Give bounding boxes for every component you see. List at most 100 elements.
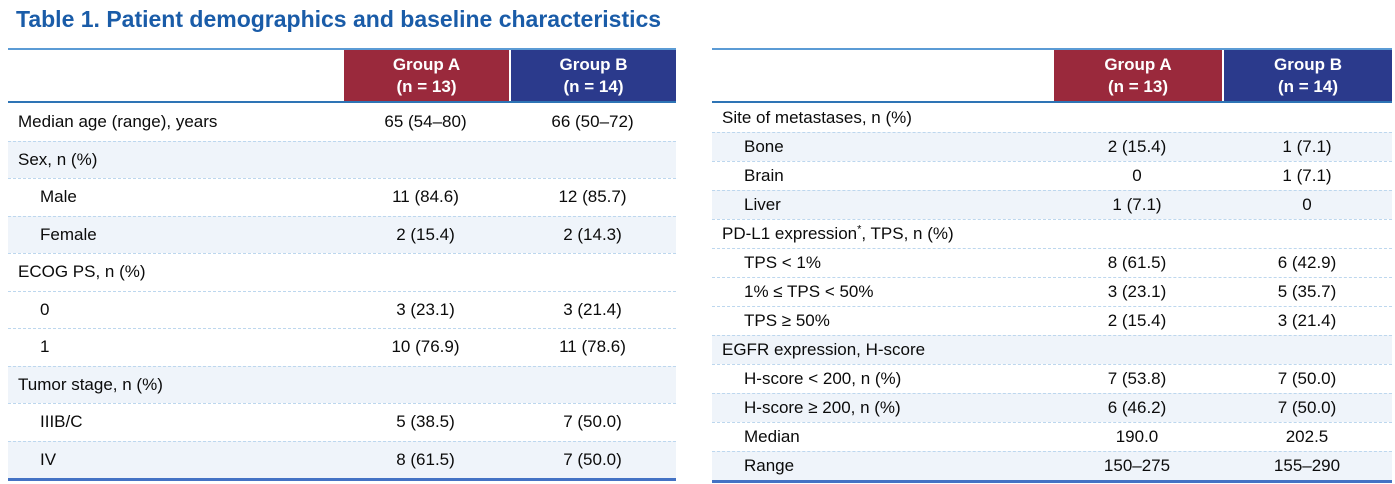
row-label: Female [40,224,97,244]
table-row: PD-L1 expression*, TPS, n (%) [712,219,1392,248]
cell-value: 7 (53.8) [1107,369,1167,388]
cell-value: 11 (78.6) [559,337,626,357]
row-label: Male [40,187,77,207]
cell-value: 7 (50.0) [1277,369,1337,388]
right-group-a-header: Group A (n = 13) [1052,50,1222,101]
right-header-spacer [712,50,1052,101]
cell-value: 150–275 [1103,456,1171,475]
table-row: Median 190.0 202.5 [712,422,1392,451]
cell-value: 2 (15.4) [1107,137,1167,156]
table-row: Brain 0 1 (7.1) [712,161,1392,190]
left-header-rule [8,101,676,103]
cell-value: 0 [1302,195,1312,214]
cell-value: 65 (54–80) [384,111,467,131]
row-label-text: PD-L1 expression [722,224,858,243]
cell-value: 1 (7.1) [1282,137,1332,156]
table-row: Liver 1 (7.1) 0 [712,190,1392,219]
row-label: Median [744,427,800,446]
cell-value: 8 (61.5) [396,449,455,469]
left-table-body: Median age (range), years 65 (54–80) 66 … [8,103,676,478]
row-label: 1% ≤ TPS < 50% [744,282,874,301]
cell-value: 10 (76.9) [391,337,460,357]
footnote-asterisk: * [857,223,862,236]
left-group-a-header: Group A (n = 13) [342,50,509,101]
cell-value: 202.5 [1285,427,1329,446]
row-label: Tumor stage, n (%) [18,374,163,394]
group-a-label: Group A [392,55,461,75]
left-table-header-row: Group A (n = 13) Group B (n = 14) [8,50,676,101]
table-row: 1% ≤ TPS < 50% 3 (23.1) 5 (35.7) [712,277,1392,306]
cell-value: 1 (7.1) [1282,166,1332,185]
table-row: Site of metastases, n (%) [712,103,1392,132]
table-row: IIIB/C 5 (38.5) 7 (50.0) [8,403,676,441]
table-row: ECOG PS, n (%) [8,253,676,291]
demographics-table-left: Group A (n = 13) Group B (n = 14) Median… [8,48,676,481]
row-label: Bone [744,137,784,156]
row-label: 1 [40,337,50,357]
row-label: ECOG PS, n (%) [18,262,146,282]
cell-value: 3 (21.4) [1277,311,1337,330]
cell-value: 6 (46.2) [1107,398,1167,417]
cell-value: 5 (35.7) [1277,282,1337,301]
cell-value: 66 (50–72) [551,111,634,131]
row-label: Brain [744,166,784,185]
table-row: Bone 2 (15.4) 1 (7.1) [712,132,1392,161]
table-row: TPS ≥ 50% 2 (15.4) 3 (21.4) [712,306,1392,335]
row-label: TPS ≥ 50% [744,311,830,330]
table-row: Range 150–275 155–290 [712,451,1392,480]
table-row: 1 10 (76.9) 11 (78.6) [8,328,676,366]
row-label: 0 [40,299,50,319]
left-header-spacer [8,50,342,101]
cell-value: 6 (42.9) [1277,253,1337,272]
right-table-body: Site of metastases, n (%) Bone 2 (15.4) … [712,103,1392,480]
cell-value: 2 (14.3) [563,224,622,244]
group-b-label: Group B [1274,55,1342,75]
row-label-text: , TPS, n (%) [861,224,954,243]
table-row: 0 3 (23.1) 3 (21.4) [8,290,676,329]
row-label: IIIB/C [40,412,83,432]
left-group-b-header: Group B (n = 14) [509,50,676,101]
cell-value: 7 (50.0) [563,449,622,469]
row-label: Liver [744,195,781,214]
group-a-n: (n = 13) [1108,76,1168,96]
table-row: Sex, n (%) [8,140,676,178]
row-label: Median age (range), years [18,111,218,131]
group-b-n: (n = 14) [1278,76,1338,96]
cell-value: 8 (61.5) [1107,253,1167,272]
right-bottom-rule [712,480,1392,483]
cell-value: 3 (23.1) [1107,282,1167,301]
row-label: IV [40,449,57,469]
table-row: Tumor stage, n (%) [8,365,676,403]
cell-value: 190.0 [1115,427,1159,446]
row-label: EGFR expression, H-score [722,340,926,359]
row-label: Range [744,456,795,475]
cell-value: 0 [1132,166,1142,185]
left-bottom-rule [8,478,676,481]
row-label: Sex, n (%) [18,149,98,169]
row-label: H-score < 200, n (%) [744,369,902,388]
right-table-header-row: Group A (n = 13) Group B (n = 14) [712,50,1392,101]
table-row: Median age (range), years 65 (54–80) 66 … [8,103,676,141]
cell-value: 12 (85.7) [558,187,627,207]
cell-value: 11 (84.6) [392,187,459,207]
group-b-n: (n = 14) [563,76,624,96]
group-a-label: Group A [1104,55,1172,75]
cell-value: 7 (50.0) [563,412,622,432]
demographics-table-right: Group A (n = 13) Group B (n = 14) Site o… [712,48,1392,483]
cell-value: 1 (7.1) [1112,195,1162,214]
table-row: TPS < 1% 8 (61.5) 6 (42.9) [712,248,1392,277]
right-group-b-header: Group B (n = 14) [1222,50,1392,101]
table-row: Male 11 (84.6) 12 (85.7) [8,178,676,216]
table-row: IV 8 (61.5) 7 (50.0) [8,440,676,478]
cell-value: 3 (23.1) [396,299,455,319]
table-row: H-score < 200, n (%) 7 (53.8) 7 (50.0) [712,364,1392,393]
row-label: Site of metastases, n (%) [722,107,912,127]
row-label: TPS < 1% [744,253,822,272]
right-header-rule [712,101,1392,103]
cell-value: 7 (50.0) [1277,398,1337,417]
cell-value: 3 (21.4) [563,299,622,319]
cell-value: 2 (15.4) [1107,311,1167,330]
row-label: PD-L1 expression*, TPS, n (%) [712,224,1052,244]
row-label: H-score ≥ 200, n (%) [744,398,901,417]
table-row: H-score ≥ 200, n (%) 6 (46.2) 7 (50.0) [712,393,1392,422]
